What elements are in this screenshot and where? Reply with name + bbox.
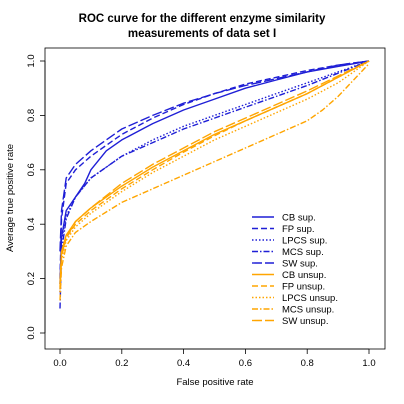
x-tick-label: 0.8 — [301, 358, 314, 369]
x-axis: 0.0 0.2 0.4 0.6 0.8 1.0 — [53, 348, 376, 369]
x-axis-title: False positive rate — [176, 377, 253, 388]
legend-label: MCS sup. — [282, 247, 324, 258]
chart-title-line-2: measurements of data set I — [128, 28, 276, 40]
y-tick-label: 0.8 — [26, 109, 37, 122]
x-tick-label: 0.0 — [53, 358, 66, 369]
x-tick-label: 1.0 — [362, 358, 375, 369]
legend-label: LPCS sup. — [282, 236, 327, 247]
series-line-fp-sup — [59, 60, 370, 279]
y-tick-label: 1.0 — [26, 54, 37, 67]
y-tick-label: 0.0 — [26, 326, 37, 339]
x-tick-label: 0.4 — [177, 358, 190, 369]
legend: CB sup.FP sup.LPCS sup.MCS sup.SW sup.CB… — [252, 213, 338, 327]
x-tick-label: 0.6 — [239, 358, 252, 369]
legend-label: MCS unsup. — [282, 305, 334, 316]
legend-label: SW sup. — [282, 259, 318, 270]
series-line-cb-unsup — [59, 60, 370, 285]
legend-label: SW unsup. — [282, 316, 328, 327]
legend-label: LPCS unsup. — [282, 293, 338, 304]
y-axis-title: Average true positive rate — [5, 144, 16, 252]
series-line-mcs-sup — [59, 60, 370, 309]
y-axis: 0.0 0.2 0.4 0.6 0.8 1.0 — [26, 54, 46, 340]
y-tick-label: 0.4 — [26, 218, 37, 231]
legend-label: FP sup. — [282, 224, 315, 235]
series-line-sw-sup — [59, 60, 370, 252]
series-line-lpcs-sup — [59, 60, 370, 293]
y-tick-label: 0.2 — [26, 272, 37, 285]
x-tick-label: 0.2 — [115, 358, 128, 369]
y-tick-label: 0.6 — [26, 163, 37, 176]
legend-label: CB sup. — [282, 213, 316, 224]
chart-title-line-1: ROC curve for the different enzyme simil… — [79, 13, 326, 25]
legend-label: FP unsup. — [282, 282, 325, 293]
series-layer — [59, 60, 370, 309]
series-line-mcs-unsup — [59, 63, 370, 301]
series-line-sw-unsup — [59, 60, 370, 287]
legend-label: CB unsup. — [282, 270, 326, 281]
